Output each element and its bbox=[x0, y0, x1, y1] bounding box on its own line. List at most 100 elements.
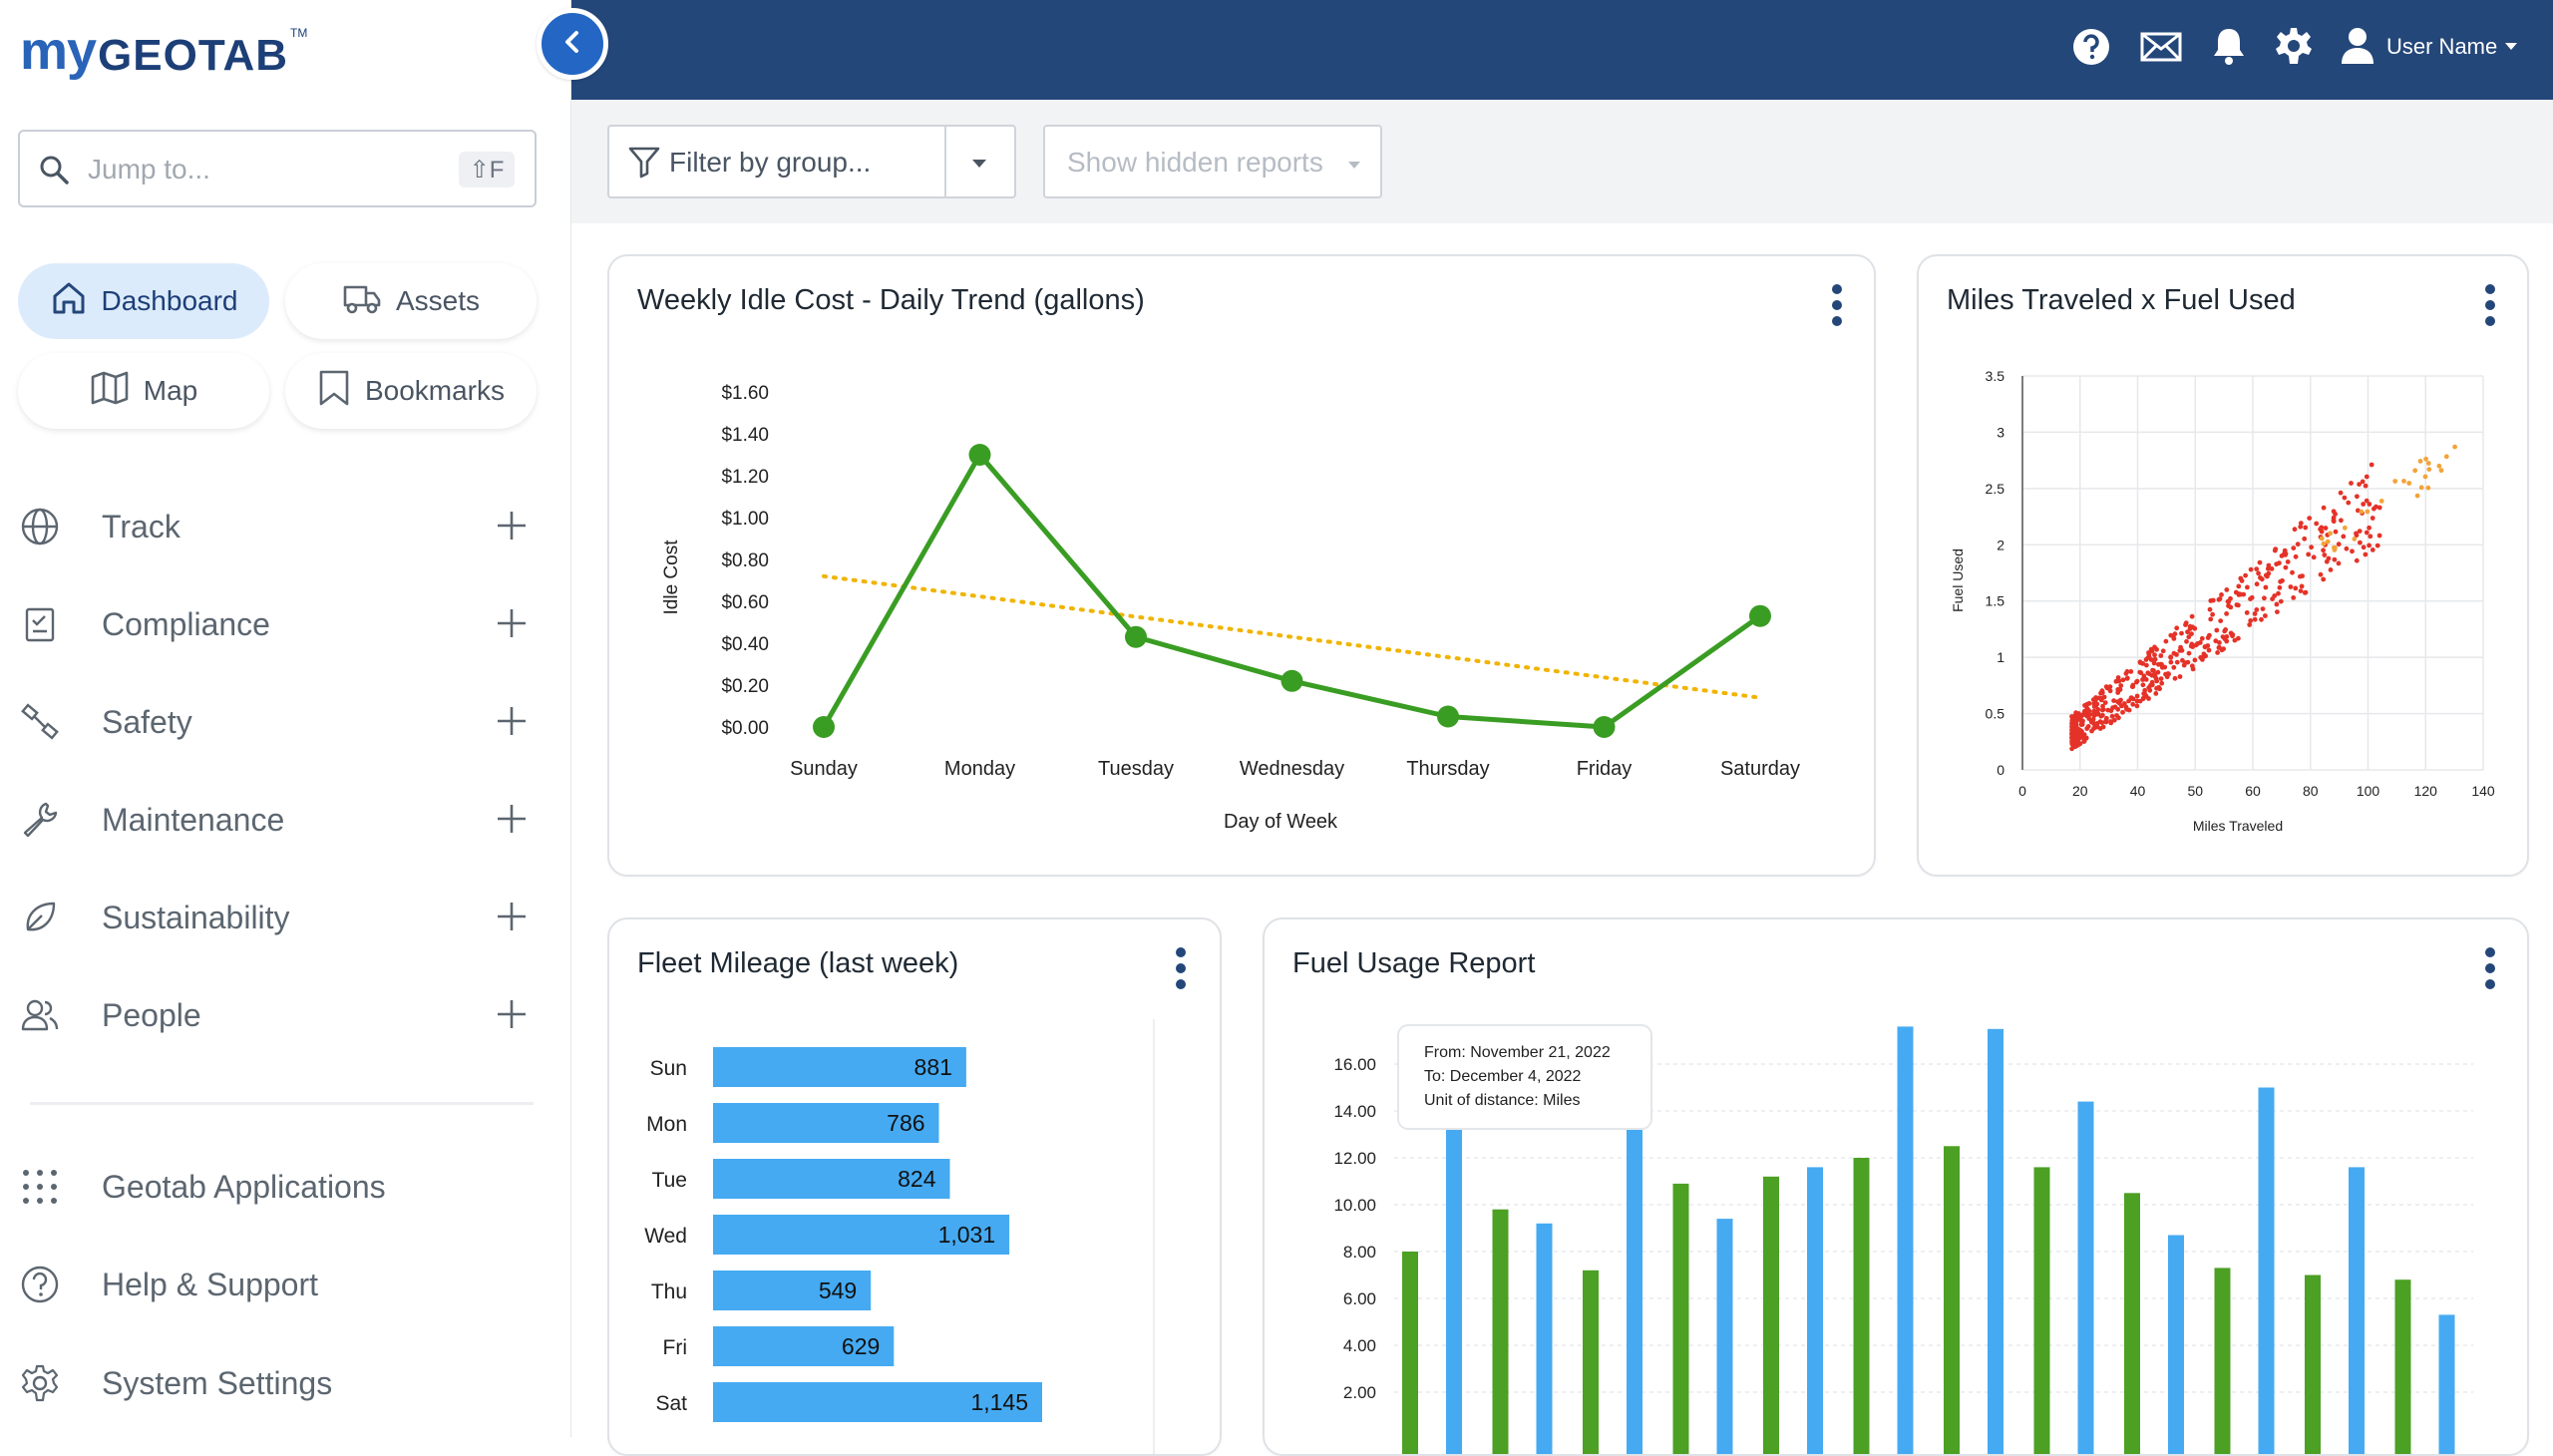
scatter-point bbox=[2293, 586, 2298, 591]
scatter-point bbox=[2153, 691, 2158, 696]
nav-sustainability[interactable]: Sustainability bbox=[0, 886, 558, 945]
scatter-point bbox=[2069, 724, 2074, 729]
filter-icon bbox=[627, 145, 661, 183]
scatter-point bbox=[2138, 699, 2143, 704]
scatter-point bbox=[2087, 701, 2092, 706]
mail-icon[interactable] bbox=[2140, 32, 2182, 67]
fuel-bar-green bbox=[1763, 1177, 1779, 1456]
idle-cost-point bbox=[1594, 716, 1616, 738]
scatter-point bbox=[2255, 581, 2260, 586]
scatter-point bbox=[2366, 510, 2371, 515]
jump-to-search[interactable]: ⇧F bbox=[18, 130, 537, 207]
y-tick-label: $1.60 bbox=[721, 383, 769, 404]
assets-label: Assets bbox=[396, 285, 480, 317]
fuel-bar-blue bbox=[2439, 1314, 2455, 1456]
scatter-point bbox=[2362, 545, 2367, 549]
scatter-point bbox=[2137, 670, 2142, 675]
nav-maintenance-label: Maintenance bbox=[102, 802, 284, 839]
scatter-point bbox=[2365, 531, 2370, 536]
scatter-point bbox=[2095, 725, 2100, 730]
expand-track-icon[interactable] bbox=[495, 509, 529, 547]
nav-people[interactable]: People bbox=[0, 983, 558, 1043]
scatter-point bbox=[2343, 496, 2348, 501]
show-hidden-reports-dropdown[interactable]: Show hidden reports bbox=[1043, 125, 1382, 198]
grid-icon bbox=[20, 1167, 60, 1207]
scatter-point bbox=[2345, 546, 2350, 551]
y-tick-label: 2 bbox=[1997, 537, 2005, 552]
assets-button[interactable]: Assets bbox=[285, 263, 537, 339]
scatter-point bbox=[2322, 506, 2327, 511]
user-avatar-icon[interactable] bbox=[2340, 26, 2375, 69]
y-tick-label: 1 bbox=[1997, 649, 2005, 665]
scatter-point bbox=[2426, 461, 2431, 466]
nav-maintenance[interactable]: Maintenance bbox=[0, 788, 558, 848]
expand-sustainability-icon[interactable] bbox=[495, 900, 529, 938]
scatter-point bbox=[2079, 722, 2084, 727]
scatter-point bbox=[2173, 631, 2178, 636]
scatter-point bbox=[2275, 602, 2280, 607]
x-tick-label: Saturday bbox=[1720, 758, 1800, 780]
y-tick-label: 12.00 bbox=[1333, 1149, 1376, 1168]
filter-by-group-dropdown[interactable]: Filter by group... bbox=[607, 125, 1016, 198]
scatter-point bbox=[2100, 708, 2105, 713]
idle-cost-card: Weekly Idle Cost - Daily Trend (gallons)… bbox=[607, 254, 1876, 877]
nav-track[interactable]: Track bbox=[0, 495, 558, 554]
user-name[interactable]: User Name bbox=[2386, 34, 2497, 60]
scatter-point bbox=[2177, 648, 2182, 653]
scatter-point bbox=[2256, 571, 2261, 576]
nav-safety[interactable]: Safety bbox=[0, 690, 558, 750]
scatter-point bbox=[2375, 544, 2380, 548]
expand-compliance-icon[interactable] bbox=[495, 606, 529, 645]
scatter-point bbox=[2239, 592, 2244, 597]
bell-icon[interactable] bbox=[2211, 26, 2247, 71]
scatter-point bbox=[2200, 636, 2205, 641]
scatter-point bbox=[2289, 584, 2294, 589]
help-icon[interactable] bbox=[2072, 28, 2110, 71]
fuel-bar-blue bbox=[1627, 1125, 1642, 1456]
scatter-point bbox=[2095, 707, 2100, 712]
dashboard-button[interactable]: Dashboard bbox=[18, 263, 269, 339]
jump-to-input[interactable] bbox=[86, 148, 445, 191]
nav-geotab-applications[interactable]: Geotab Applications bbox=[0, 1155, 558, 1215]
fuel-bar-green bbox=[2124, 1193, 2140, 1456]
expand-maintenance-icon[interactable] bbox=[495, 802, 529, 841]
y-tick-label: 6.00 bbox=[1343, 1289, 1376, 1308]
nav-system-settings[interactable]: System Settings bbox=[0, 1351, 558, 1411]
scatter-point bbox=[2365, 499, 2370, 504]
scatter-point bbox=[2099, 696, 2104, 701]
fuel-bar-green bbox=[2305, 1275, 2321, 1456]
bookmarks-button[interactable]: Bookmarks bbox=[285, 353, 537, 429]
scatter-point bbox=[2401, 479, 2406, 484]
map-button[interactable]: Map bbox=[18, 353, 269, 429]
scatter-point bbox=[2207, 648, 2212, 653]
scatter-point bbox=[2164, 639, 2169, 644]
idle-cost-point bbox=[1281, 670, 1303, 692]
scatter-point bbox=[2264, 585, 2269, 590]
bar-value-label: 786 bbox=[887, 1110, 924, 1136]
expand-safety-icon[interactable] bbox=[495, 704, 529, 743]
scatter-point bbox=[2426, 486, 2431, 491]
fuel-usage-chart: 2.004.006.008.0010.0012.0014.0016.00From… bbox=[1265, 919, 2527, 1456]
user-menu-chevron-icon[interactable] bbox=[2503, 40, 2519, 58]
expand-people-icon[interactable] bbox=[495, 997, 529, 1036]
scatter-point bbox=[2275, 609, 2280, 614]
scatter-point bbox=[2346, 501, 2351, 506]
nav-help-support[interactable]: Help & Support bbox=[0, 1253, 558, 1312]
settings-gear-icon[interactable] bbox=[2274, 26, 2314, 71]
scatter-point bbox=[2153, 674, 2158, 679]
scatter-point bbox=[2156, 670, 2161, 675]
nav-compliance[interactable]: Compliance bbox=[0, 592, 558, 652]
scatter-point bbox=[2213, 638, 2218, 643]
scatter-point bbox=[2147, 652, 2152, 657]
geotab-logo[interactable]: my GEOTAB TM bbox=[20, 18, 307, 78]
collapse-sidebar-button[interactable] bbox=[537, 8, 608, 80]
fuel-bar-green bbox=[1854, 1158, 1870, 1456]
chevron-down-icon[interactable] bbox=[970, 157, 988, 175]
chevron-left-icon bbox=[558, 28, 586, 61]
scatter-point bbox=[2444, 454, 2449, 459]
fuel-bar-blue bbox=[1807, 1167, 1823, 1456]
scatter-point bbox=[2215, 650, 2220, 655]
scatter-point bbox=[2120, 710, 2125, 715]
